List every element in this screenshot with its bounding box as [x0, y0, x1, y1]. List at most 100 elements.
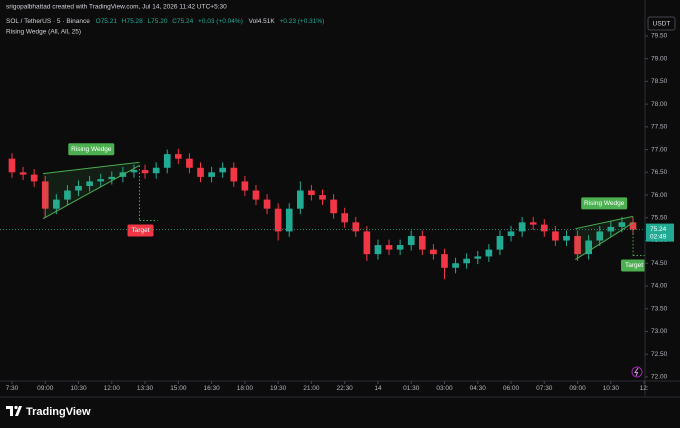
x-tick-label: 01:30 [403, 385, 420, 392]
y-tick-label: 73.50 [651, 305, 668, 312]
y-tick-label: 79.00 [651, 55, 668, 62]
last-price-label: 75.24 [650, 226, 667, 233]
candle-body [596, 231, 604, 241]
plot-area: Rising Wedge Target Rising Wedge Target [0, 143, 645, 280]
candle-body [263, 199, 271, 209]
target-label-box [127, 224, 154, 237]
axes: 72.0072.5073.0073.5074.0074.5075.0075.50… [6, 33, 674, 392]
candle-body [8, 158, 16, 173]
x-tick-label: 10:30 [70, 385, 87, 392]
candle-body [552, 231, 559, 241]
candle-body [141, 170, 149, 174]
x-tick-label: 12: [640, 385, 649, 392]
brand-icon-dot [14, 405, 18, 410]
candle-body [540, 224, 548, 232]
candle-body [507, 231, 515, 236]
candle-body [463, 258, 470, 264]
brand-icon [6, 406, 22, 416]
symbol: SOL / TetherUS · 5 · Binance [6, 18, 90, 25]
candle-body [563, 235, 570, 241]
y-tick-label: 72.50 [651, 351, 668, 358]
pattern-label-box [68, 143, 115, 156]
candle-body [308, 190, 315, 196]
x-tick-label: 15:00 [170, 385, 187, 392]
candle-body [319, 195, 326, 200]
pattern-label-box [581, 197, 628, 210]
alert-bolt [634, 367, 639, 377]
candle-body [152, 167, 160, 174]
candle-body [485, 249, 493, 257]
candle-body [75, 185, 82, 191]
x-tick-label: 18:00 [237, 385, 254, 392]
x-tick-label: 19:30 [270, 385, 287, 392]
candle-body [230, 167, 238, 182]
candle-body [418, 235, 426, 250]
volume: Vol4.51K [249, 18, 276, 25]
candle-body [452, 263, 459, 268]
alert-icon[interactable] [631, 366, 643, 378]
candle-body [64, 190, 71, 200]
candle-body [175, 154, 182, 159]
x-tick-label: 7:30 [6, 385, 19, 392]
candle-body [274, 208, 282, 232]
last-price-box [646, 223, 674, 242]
candle-body [108, 176, 116, 180]
candle-body [396, 245, 404, 250]
candle-body [385, 245, 393, 250]
candle-body [407, 235, 415, 246]
symbol-line: SOL / TetherUS · 5 · Binance O75.21 H75.… [6, 18, 324, 25]
x-tick-label: 09:00 [37, 385, 54, 392]
candle-body [285, 208, 293, 232]
y-tick-label: 77.00 [651, 146, 668, 153]
brand-logo[interactable]: TradingView [6, 405, 91, 418]
currency-box[interactable] [647, 16, 676, 31]
x-tick-label: 21:00 [303, 385, 320, 392]
candle-body [19, 172, 27, 175]
candle-body [518, 222, 526, 232]
target-label: Target [625, 262, 643, 269]
y-tick-label: 77.50 [651, 124, 668, 131]
candle-body [529, 222, 537, 225]
countdown: 02:49 [650, 233, 667, 240]
candle-body [618, 222, 626, 227]
candle-body [296, 190, 304, 209]
y-tick-label: 75.50 [651, 214, 668, 221]
candle-body [97, 179, 105, 182]
candle-body [208, 172, 215, 177]
x-tick-label: 04:30 [470, 385, 487, 392]
x-tick-label: 07:30 [536, 385, 553, 392]
currency: USDT [653, 21, 671, 28]
wedge-fill [575, 216, 634, 260]
candle-body [585, 240, 592, 255]
brand-name: TradingView [26, 406, 91, 418]
candle-body [86, 181, 93, 186]
candle-body [629, 222, 637, 230]
wedge-fill [43, 162, 140, 219]
candle-body [574, 235, 581, 255]
candle-body [474, 256, 482, 259]
x-tick-label: 06:00 [503, 385, 520, 392]
wedge-upper-line [575, 215, 634, 230]
x-tick-label: 13:30 [137, 385, 154, 392]
target-label: Target [131, 227, 149, 234]
candle-body [41, 181, 49, 209]
candle-body [53, 199, 60, 209]
y-tick-label: 78.50 [651, 78, 668, 85]
candle-body [186, 158, 193, 168]
candle-body [374, 245, 382, 255]
x-tick-label: 09:00 [569, 385, 586, 392]
change: +0.03 (+0.04%) [198, 18, 243, 25]
pattern-label: Rising Wedge [71, 146, 112, 153]
pattern-label: Rising Wedge [584, 200, 625, 207]
y-tick-label: 76.50 [651, 169, 668, 176]
candle-body [219, 167, 227, 173]
y-tick-label: 72.00 [651, 374, 668, 381]
y-tick-label: 74.00 [651, 283, 668, 290]
x-tick-label: 14 [374, 385, 382, 392]
target-label-box [621, 259, 645, 272]
y-tick-label: 73.00 [651, 328, 668, 335]
candle-body [363, 231, 371, 255]
candle-body [130, 170, 138, 173]
y-tick-label: 76.00 [651, 192, 668, 199]
